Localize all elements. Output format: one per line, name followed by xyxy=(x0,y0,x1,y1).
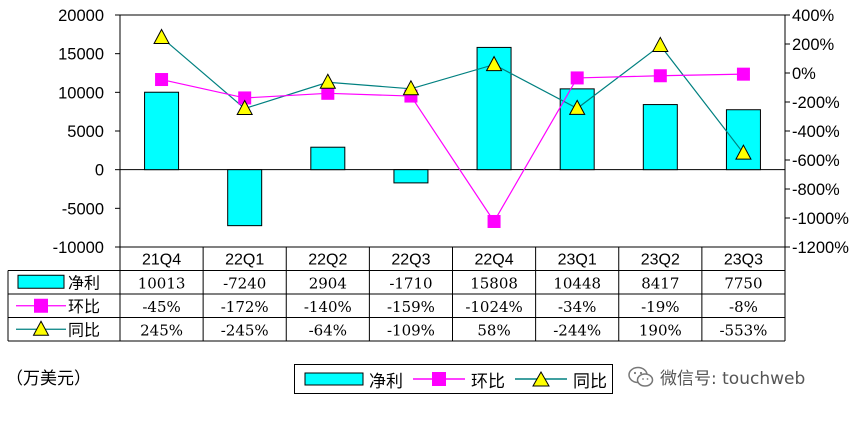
table-key-net xyxy=(17,274,65,289)
table-cell: -1710 xyxy=(389,274,432,292)
yoy-marker xyxy=(153,28,170,44)
yoy-marker xyxy=(735,144,752,160)
category-label: 22Q1 xyxy=(225,252,264,269)
yoy-marker xyxy=(485,55,503,72)
yoy-marker xyxy=(236,99,254,116)
watermark-text: 微信号: touchweb xyxy=(660,369,806,389)
left-tick-label: -5000 xyxy=(62,200,104,218)
qoq-line xyxy=(161,73,744,223)
table-cell: 10013 xyxy=(138,274,186,292)
table-cell: 245% xyxy=(140,321,183,339)
bar xyxy=(725,109,761,171)
table-cell: 10448 xyxy=(553,274,601,292)
legend-item-yoy: 同比 xyxy=(513,367,607,392)
right-tick-label: -1200% xyxy=(792,239,849,257)
table-cell: -140% xyxy=(304,298,352,316)
table-cell: -45% xyxy=(142,298,180,316)
wechat-icon xyxy=(628,366,654,387)
table-key-yoy-marker xyxy=(32,320,50,336)
table-cell: 190% xyxy=(639,321,682,339)
qoq-marker xyxy=(736,67,750,81)
table-key-qoq-marker xyxy=(34,298,48,313)
qoq-marker xyxy=(570,71,584,85)
yoy-marker xyxy=(568,99,586,115)
plot-area xyxy=(119,14,786,248)
legend: 净利 环比 同比 xyxy=(294,364,613,394)
right-tick-label: -800% xyxy=(792,181,840,199)
table-cell: 15808 xyxy=(470,274,518,292)
table-cell: -109% xyxy=(387,321,435,339)
category-label: 23Q3 xyxy=(724,252,763,269)
left-tick-label: -10000 xyxy=(53,239,104,257)
unit-label: （万美元） xyxy=(6,369,91,389)
yoy-marker xyxy=(402,79,420,96)
category-label: 22Q2 xyxy=(308,252,347,269)
legend-marker-yoy xyxy=(532,371,550,387)
right-tick-label: 0% xyxy=(792,65,816,83)
table-cell: -34% xyxy=(558,298,596,316)
table-cell: -1024% xyxy=(465,298,523,316)
table-cell: 2904 xyxy=(309,274,347,292)
right-tick-label: -400% xyxy=(792,123,840,141)
table-row-label-net: 净利 xyxy=(68,273,100,292)
right-tick-label: -200% xyxy=(792,94,840,112)
category-label: 22Q3 xyxy=(391,252,430,269)
qoq-marker xyxy=(238,91,252,105)
right-tick-label: -1000% xyxy=(792,210,849,228)
table-cell: -7240 xyxy=(223,274,266,292)
table-row-label-yoy: 同比 xyxy=(68,320,100,339)
left-tick-label: 0 xyxy=(95,162,104,180)
table-row-label-qoq: 环比 xyxy=(68,297,100,316)
table-cell: -244% xyxy=(553,321,601,339)
bar xyxy=(642,104,678,171)
table-cell: -172% xyxy=(221,298,269,316)
qoq-marker xyxy=(321,86,335,100)
legend-item-qoq: 环比 xyxy=(411,367,505,392)
right-tick-label: -600% xyxy=(792,152,840,170)
table-cell: 7750 xyxy=(724,274,762,292)
table-cell: -8% xyxy=(729,298,758,316)
table-cell: -553% xyxy=(719,321,767,339)
legend-swatch-net xyxy=(304,372,364,386)
table-cell: -245% xyxy=(221,321,269,339)
left-tick-label: 5000 xyxy=(67,123,104,141)
yoy-marker xyxy=(319,73,337,89)
left-tick-label: 15000 xyxy=(58,46,104,64)
table-cell: -159% xyxy=(387,298,435,316)
chart: 20000 15000 10000 5000 0 -5000 -10000 400% 200% 0… xyxy=(7,7,849,342)
bar xyxy=(393,169,429,184)
qoq-marker xyxy=(653,69,667,83)
bar xyxy=(227,169,263,227)
table-cell: -64% xyxy=(309,321,347,339)
table-cell: 58% xyxy=(477,321,510,339)
category-label: 22Q4 xyxy=(474,252,513,269)
yoy-line xyxy=(161,37,744,154)
legend-marker-qoq xyxy=(432,372,446,386)
bar xyxy=(144,91,180,171)
category-label: 23Q2 xyxy=(641,252,680,269)
legend-label-net: 净利 xyxy=(369,371,403,392)
legend-item-net: 净利 xyxy=(303,367,403,392)
bar xyxy=(310,146,346,171)
left-tick-label: 20000 xyxy=(58,7,104,25)
table-cell: -19% xyxy=(641,298,679,316)
right-tick-label: 200% xyxy=(792,36,835,54)
yoy-marker xyxy=(651,36,669,52)
legend-label-qoq: 环比 xyxy=(471,371,505,392)
left-tick-label: 10000 xyxy=(58,84,104,102)
qoq-marker xyxy=(487,214,501,228)
legend-label-yoy: 同比 xyxy=(573,371,607,392)
category-label: 23Q1 xyxy=(558,252,597,269)
right-tick-label: 400% xyxy=(792,7,835,25)
table-cell: 8417 xyxy=(641,274,679,292)
watermark: 微信号: touchweb xyxy=(628,364,805,389)
qoq-marker xyxy=(155,73,169,87)
category-label: 21Q4 xyxy=(142,252,181,269)
